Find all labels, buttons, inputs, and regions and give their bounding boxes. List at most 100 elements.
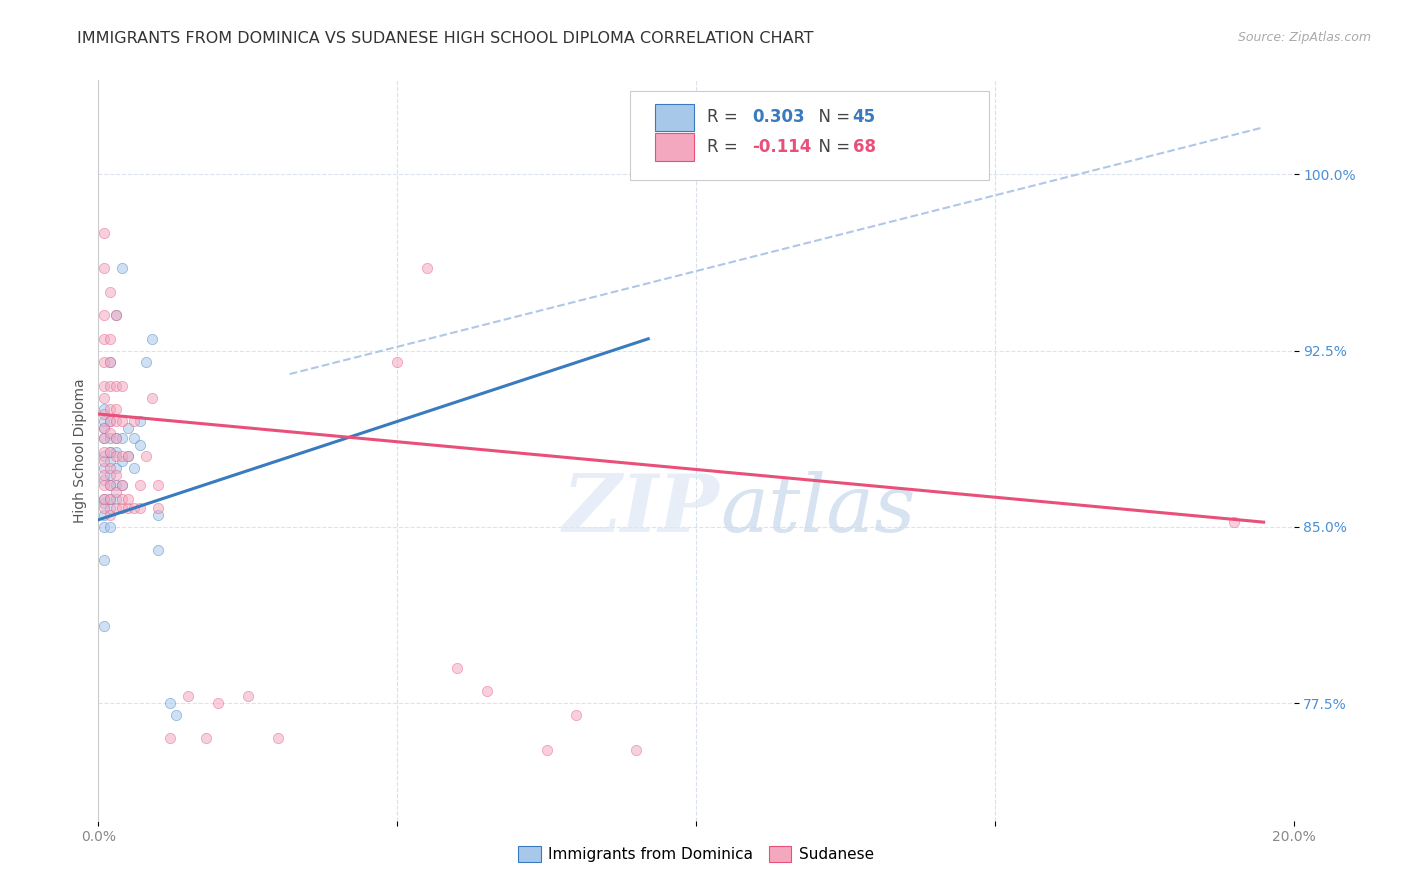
Point (105, 477, 128, 491)
Point (117, 421, 139, 435)
Point (93, 431, 115, 445)
Point (98, 461, 122, 475)
Point (93, 431, 115, 445)
Point (177, 689, 200, 703)
Point (93, 618, 115, 632)
Point (124, 414, 146, 428)
Text: -0.114: -0.114 (752, 138, 811, 156)
Text: 0.303: 0.303 (752, 108, 804, 127)
Y-axis label: High School Diploma: High School Diploma (73, 378, 87, 523)
Point (124, 501, 146, 516)
Point (129, 437, 152, 451)
Point (93, 496, 115, 510)
Point (111, 477, 134, 491)
Point (93, 444, 115, 458)
Point (135, 355, 157, 369)
Point (93, 261, 115, 276)
Point (117, 450, 139, 464)
Point (141, 391, 163, 405)
Point (93, 477, 115, 491)
FancyBboxPatch shape (655, 133, 693, 161)
Point (446, 661, 468, 675)
Point (165, 707, 187, 722)
Point (93, 450, 115, 464)
Point (93, 421, 115, 435)
Point (98, 285, 122, 299)
Point (105, 431, 128, 445)
Point (93, 414, 115, 428)
Point (93, 454, 115, 468)
Point (124, 431, 146, 445)
Text: Source: ZipAtlas.com: Source: ZipAtlas.com (1237, 31, 1371, 45)
Point (98, 444, 122, 458)
Point (98, 454, 122, 468)
Point (93, 402, 115, 417)
Point (135, 450, 157, 464)
Point (98, 491, 122, 506)
Point (129, 414, 152, 428)
FancyBboxPatch shape (630, 91, 988, 180)
Point (1223, 515, 1246, 529)
Text: R =: R = (707, 138, 742, 156)
Point (105, 379, 128, 393)
Legend: Immigrants from Dominica, Sudanese: Immigrants from Dominica, Sudanese (512, 840, 880, 869)
Point (148, 508, 170, 522)
Point (207, 696, 229, 710)
Point (93, 508, 115, 522)
Text: atlas: atlas (720, 471, 915, 549)
Point (105, 402, 128, 417)
Point (111, 450, 134, 464)
Point (105, 414, 128, 428)
Point (98, 491, 122, 506)
Text: ZIP: ZIP (562, 471, 720, 549)
Point (98, 402, 122, 417)
Point (93, 520, 115, 534)
Text: 68: 68 (852, 138, 876, 156)
Point (385, 355, 409, 369)
Point (159, 731, 181, 746)
Point (105, 501, 128, 516)
Point (111, 501, 134, 516)
Point (93, 355, 115, 369)
Point (111, 431, 134, 445)
Point (129, 477, 152, 491)
Point (195, 731, 218, 746)
Point (98, 501, 122, 516)
Point (93, 421, 115, 435)
Point (93, 491, 115, 506)
Point (98, 414, 122, 428)
Point (93, 553, 115, 567)
Point (105, 444, 128, 458)
Point (416, 261, 439, 276)
Point (117, 450, 139, 464)
Point (93, 461, 115, 475)
Point (98, 355, 122, 369)
Point (111, 261, 134, 276)
Point (105, 491, 128, 506)
Point (98, 355, 122, 369)
Point (98, 520, 122, 534)
Point (98, 444, 122, 458)
Point (98, 332, 122, 346)
Point (565, 707, 588, 722)
Text: IMMIGRANTS FROM DOMINICA VS SUDANESE HIGH SCHOOL DIPLOMA CORRELATION CHART: IMMIGRANTS FROM DOMINICA VS SUDANESE HIG… (77, 31, 814, 46)
Point (105, 461, 128, 475)
Text: R =: R = (707, 108, 742, 127)
Point (98, 425, 122, 440)
Point (93, 468, 115, 483)
Point (236, 689, 259, 703)
Point (141, 332, 163, 346)
Point (93, 379, 115, 393)
Point (129, 501, 152, 516)
Point (98, 431, 122, 445)
Point (148, 543, 170, 558)
Point (117, 491, 139, 506)
Point (93, 308, 115, 322)
Point (267, 731, 290, 746)
Text: N =: N = (808, 138, 856, 156)
Point (124, 461, 146, 475)
Point (93, 226, 115, 240)
Point (475, 684, 498, 698)
Text: N =: N = (808, 108, 856, 127)
Point (93, 473, 115, 487)
